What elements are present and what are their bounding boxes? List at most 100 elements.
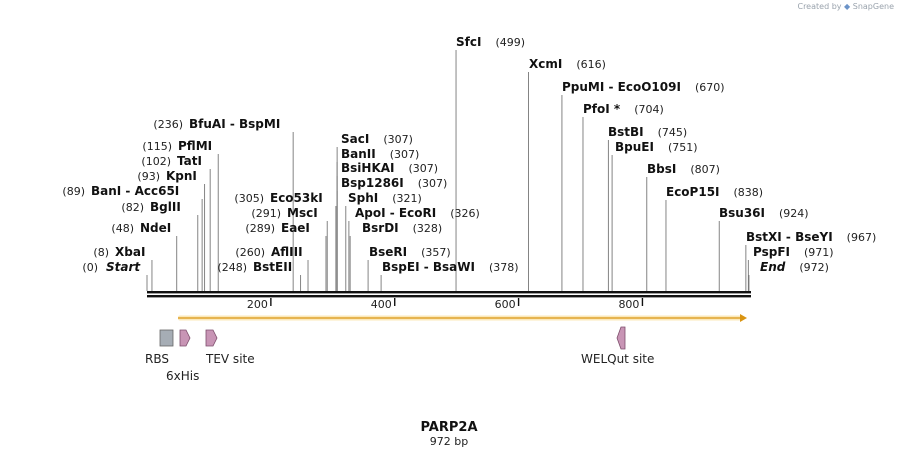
feature-6xhis[interactable]: 6xHis (166, 329, 199, 383)
site-position: (248) (217, 261, 247, 274)
feature-welqut-site[interactable]: WELQut site (581, 326, 654, 366)
site-label-bbsi[interactable]: BbsI (807) (647, 162, 720, 176)
site-position: (751) (668, 141, 698, 154)
site-position: (93) (137, 170, 160, 183)
site-label-pfoi[interactable]: PfoI * (704) (583, 102, 664, 116)
site-label-kpni[interactable]: (93) KpnI (137, 169, 197, 183)
site-label-bani-acc65i[interactable]: (89) BanI - Acc65I (62, 184, 179, 198)
site-text-apoi-ecori: ApoI - EcoRI (326) (355, 206, 480, 220)
site-text-saci: SacI (307) (341, 132, 413, 146)
site-label-bsp1286i[interactable]: Bsp1286I (307) (341, 176, 447, 190)
site-position: (807) (690, 163, 720, 176)
orf-arrow[interactable] (178, 314, 747, 322)
svg-text:End(972): End (972) (760, 260, 829, 274)
site-label-sfci[interactable]: SfcI (499) (456, 35, 525, 49)
site-text-xbai: (8) XbaI (93, 245, 145, 259)
welqut-site-arrow (616, 326, 626, 350)
site-text-ecop15i: EcoP15I (838) (666, 185, 763, 199)
site-position: (291) (251, 207, 281, 220)
site-position: (326) (450, 207, 480, 220)
site-label-saci[interactable]: SacI (307) (341, 132, 413, 146)
ruler-ticks: 200 400 600 800 (247, 298, 644, 311)
site-position: (307) (383, 133, 413, 146)
site-position: (616) (576, 58, 606, 71)
site-label-bspei-bsawi[interactable]: BspEI - BsaWI (378) (382, 260, 519, 274)
site-name: XbaI (115, 245, 145, 259)
site-label-bsu36i[interactable]: Bsu36I (924) (719, 206, 809, 220)
site-label-xcmi[interactable]: XcmI (616) (529, 57, 606, 71)
site-label-bfuai-bspmi[interactable]: (236) BfuAI - BspMI (153, 117, 280, 131)
site-labels: (8) XbaI (48) NdeI (82) BglII (89) BanI - Acc65… (62, 35, 876, 274)
site-name: MscI (287, 206, 318, 220)
site-position: (499) (495, 36, 525, 49)
site-text-eco53ki: (305) Eco53kI (234, 191, 322, 205)
site-label-ppumi-ecoo109i[interactable]: PpuMI - EcoO109I (670) (562, 80, 725, 94)
site-label-sphi[interactable]: SphI (321) (348, 191, 422, 205)
site-label-apoi-ecori[interactable]: ApoI - EcoRI (326) (355, 206, 480, 220)
site-name: BspEI - BsaWI (382, 260, 475, 274)
site-label-bseri[interactable]: BseRI (357) (369, 245, 451, 259)
site-label-pflmi[interactable]: (115) PflMI (142, 139, 212, 153)
tick-label-400: 400 (371, 298, 392, 311)
site-text-pspfi: PspFI (971) (753, 245, 834, 259)
site-name: Bsp1286I (341, 176, 404, 190)
backbone-top-strand (147, 291, 751, 294)
feature-label-tev-site: TEV site (205, 352, 255, 366)
site-label-pspfi[interactable]: PspFI (971) (753, 245, 834, 259)
site-label-tati[interactable]: (102) TatI (141, 154, 202, 168)
site-position: (321) (392, 192, 422, 205)
site-label-bpuei[interactable]: BpuEI (751) (615, 140, 698, 154)
site-label-banii[interactable]: BanII (307) (341, 147, 419, 161)
site-label-msci[interactable]: (291) MscI (251, 206, 317, 220)
site-label-bglii[interactable]: (82) BglII (121, 200, 180, 214)
site-text-sfci: SfcI (499) (456, 35, 525, 49)
site-name: SphI (348, 191, 378, 205)
site-name: BsrDI (362, 221, 399, 235)
site-text-eaei: (289) EaeI (245, 221, 310, 235)
site-label-ndei[interactable]: (48) NdeI (111, 221, 171, 235)
site-text-afliii: (260) AflIII (235, 245, 302, 259)
site-label-bstbi[interactable]: BstBI (745) (608, 125, 687, 139)
site-label-xbai[interactable]: (8) XbaI (93, 245, 145, 259)
site-text-bpuei: BpuEI (751) (615, 140, 698, 154)
site-name: BstXI - BseYI (746, 230, 833, 244)
site-name: XcmI (529, 57, 562, 71)
site-position: (357) (421, 246, 451, 259)
site-text-bglii: (82) BglII (121, 200, 180, 214)
site-text-bstbi: BstBI (745) (608, 125, 687, 139)
site-text-bani-acc65i: (89) BanI - Acc65I (62, 184, 179, 198)
site-text-bfuai-bspmi: (236) BfuAI - BspMI (153, 117, 280, 131)
tev-site-arrow (205, 329, 218, 347)
watermark-brand: SnapGene (852, 2, 894, 11)
site-text-bbsi: BbsI (807) (647, 162, 720, 176)
site-label-afliii[interactable]: (260) AflIII (235, 245, 302, 259)
6xhis-arrow (179, 329, 191, 347)
site-text-bspei-bsawi: BspEI - BsaWI (378) (382, 260, 519, 274)
site-name: SacI (341, 132, 369, 146)
site-name: TatI (177, 154, 202, 168)
site-text-bstxi-bseyi: BstXI - BseYI (967) (746, 230, 876, 244)
site-label-bsrdi[interactable]: BsrDI (328) (362, 221, 442, 235)
site-position: (305) (234, 192, 264, 205)
rbs-box (159, 329, 174, 347)
site-label-bsihkai[interactable]: BsiHKAI (307) (341, 161, 438, 175)
site-position: (745) (658, 126, 688, 139)
site-name: BpuEI (615, 140, 654, 154)
feature-rbs[interactable]: RBS (145, 329, 174, 366)
site-text-banii: BanII (307) (341, 147, 419, 161)
site-label-bstxi-bseyi[interactable]: BstXI - BseYI (967) (746, 230, 876, 244)
site-position: (236) (153, 118, 183, 131)
site-label-bsteii[interactable]: (248) BstEII (217, 260, 292, 274)
site-label-eco53ki[interactable]: (305) Eco53kI (234, 191, 322, 205)
site-position: (838) (734, 186, 764, 199)
site-label-eaei[interactable]: (289) EaeI (245, 221, 310, 235)
site-position: (82) (121, 201, 144, 214)
end-label-end: End (972) (760, 260, 829, 274)
site-label-ecop15i[interactable]: EcoP15I (838) (666, 185, 763, 199)
snapgene-logo-icon: ◆ (844, 2, 851, 11)
site-name: Eco53kI (270, 191, 323, 205)
feature-tev-site[interactable]: TEV site (205, 329, 255, 366)
site-position: (307) (418, 177, 448, 190)
site-name: ApoI - EcoRI (355, 206, 436, 220)
